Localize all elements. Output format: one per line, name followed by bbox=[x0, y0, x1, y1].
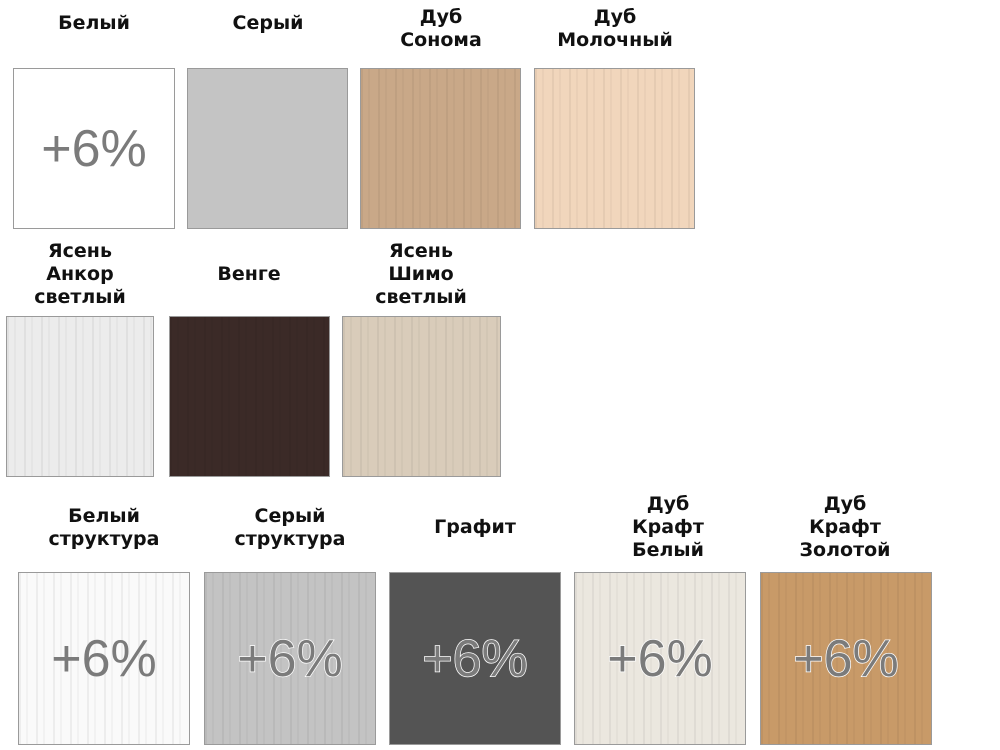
swatch-label-line: Серый bbox=[232, 12, 304, 34]
price-surcharge-badge: +6% bbox=[606, 629, 713, 689]
swatch-label-line: Дуб bbox=[646, 493, 690, 515]
swatch-label-line: Серый bbox=[254, 505, 326, 527]
swatch-label-line: Крафт bbox=[809, 516, 881, 538]
swatch-label-line: Ясень bbox=[389, 240, 453, 262]
swatch-label: Ясень Анкор светлый bbox=[0, 240, 180, 309]
price-surcharge-badge: +6% bbox=[41, 119, 147, 178]
price-surcharge-badge: +6% bbox=[236, 629, 343, 689]
swatch-label-line: светлый bbox=[375, 286, 467, 308]
swatch-label: Дуб Молочный bbox=[515, 6, 715, 52]
price-surcharge-badge: +6% bbox=[421, 629, 528, 689]
color-swatch[interactable]: +6% bbox=[204, 572, 376, 745]
swatch-label-line: Молочный bbox=[557, 29, 673, 51]
color-swatch[interactable] bbox=[342, 316, 501, 477]
swatch-label-line: структура bbox=[234, 528, 346, 550]
swatch-label: Венге bbox=[149, 263, 349, 286]
swatch-label: Графит bbox=[375, 516, 575, 539]
color-swatch[interactable]: +6% bbox=[18, 572, 190, 745]
color-swatch[interactable]: +6% bbox=[13, 68, 175, 229]
swatch-label: Серый структура bbox=[190, 505, 390, 551]
swatch-label-line: Золотой bbox=[799, 539, 891, 561]
swatch-label-line: Графит bbox=[434, 516, 516, 538]
swatch-label-line: Крафт bbox=[632, 516, 704, 538]
color-swatch[interactable]: +6% bbox=[389, 572, 561, 745]
swatch-label: Серый bbox=[168, 12, 368, 35]
swatch-label-line: Дуб bbox=[823, 493, 867, 515]
swatch-label-line: Белый bbox=[68, 505, 140, 527]
swatch-label: Дуб Крафт Золотой bbox=[745, 493, 945, 562]
swatch-label: Дуб Сонома bbox=[341, 6, 541, 52]
swatch-label-line: Сонома bbox=[400, 29, 482, 51]
swatch-label: Белый структура bbox=[4, 505, 204, 551]
swatch-label: Белый bbox=[0, 12, 194, 35]
color-swatch[interactable] bbox=[534, 68, 695, 229]
color-swatch[interactable] bbox=[360, 68, 521, 229]
swatch-label-line: структура bbox=[48, 528, 160, 550]
swatch-label-line: Дуб bbox=[419, 6, 463, 28]
price-surcharge-badge: +6% bbox=[51, 629, 157, 688]
swatch-label-line: Венге bbox=[217, 263, 281, 285]
swatch-label-line: Шимо bbox=[388, 263, 454, 285]
color-swatch[interactable] bbox=[187, 68, 348, 229]
color-swatch[interactable] bbox=[6, 316, 154, 477]
swatch-label-line: светлый bbox=[34, 286, 126, 308]
swatch-label-line: Анкор bbox=[46, 263, 114, 285]
swatch-label-line: Белый bbox=[58, 12, 130, 34]
color-swatch[interactable] bbox=[169, 316, 330, 477]
swatch-label: Ясень Шимо светлый bbox=[321, 240, 521, 309]
swatch-label-line: Дуб bbox=[593, 6, 637, 28]
color-swatch[interactable]: +6% bbox=[760, 572, 932, 745]
color-swatch[interactable]: +6% bbox=[574, 572, 746, 745]
swatch-label-line: Белый bbox=[632, 539, 704, 561]
price-surcharge-badge: +6% bbox=[792, 629, 899, 689]
swatch-label: Дуб Крафт Белый bbox=[568, 493, 768, 562]
swatch-label-line: Ясень bbox=[48, 240, 112, 262]
